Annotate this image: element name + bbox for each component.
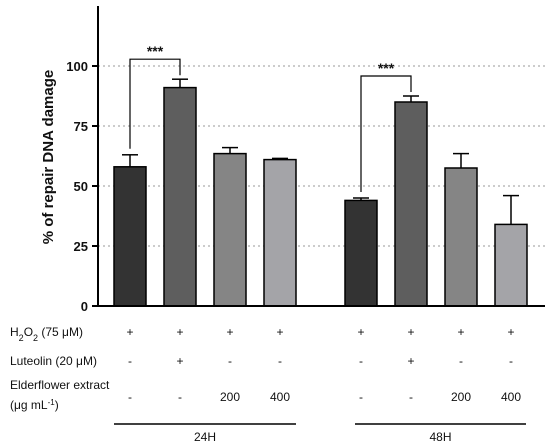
- condition-value: -: [128, 354, 132, 368]
- condition-value: +: [176, 354, 183, 368]
- condition-value: -: [359, 354, 363, 368]
- condition-value: -: [509, 354, 513, 368]
- condition-value: +: [226, 325, 233, 339]
- bar: [344, 199, 378, 307]
- error-bars-layer: [122, 78, 519, 225]
- condition-label-luteolin: Luteolin (20 μM): [10, 354, 97, 368]
- group-label: 24H: [194, 430, 216, 444]
- significance-label: ***: [147, 43, 164, 59]
- condition-value: +: [457, 325, 464, 339]
- y-tick-label: 50: [74, 179, 88, 194]
- bar: [263, 158, 297, 307]
- condition-value: +: [276, 325, 283, 339]
- group-label: 48H: [429, 430, 451, 444]
- y-tick-label: 0: [81, 299, 88, 314]
- significance-label: ***: [378, 60, 395, 76]
- conditions-table: H2O2 (75 μM) Luteolin (20 μM) Elderflower …: [10, 325, 526, 444]
- bar: [113, 166, 147, 307]
- y-tick-label: 100: [66, 59, 88, 74]
- condition-value: +: [407, 325, 414, 339]
- condition-value: +: [176, 325, 183, 339]
- condition-value: -: [128, 390, 132, 404]
- significance-bracket: [129, 58, 181, 149]
- bar: [394, 101, 428, 307]
- condition-value: 200: [451, 390, 471, 404]
- condition-value: -: [228, 354, 232, 368]
- bar: [163, 86, 197, 307]
- condition-value: -: [278, 354, 282, 368]
- condition-value: -: [409, 390, 413, 404]
- significance-bracket: [360, 75, 412, 192]
- y-tick-label: 75: [74, 119, 88, 134]
- y-axis-label: % of repair DNA damage: [40, 70, 57, 245]
- bar: [444, 167, 478, 307]
- bar: [494, 223, 528, 307]
- condition-value: -: [459, 354, 463, 368]
- condition-value: +: [507, 325, 514, 339]
- condition-value: -: [359, 390, 363, 404]
- condition-label-unit: (μg mL-1): [10, 398, 59, 413]
- condition-value: +: [126, 325, 133, 339]
- condition-label-elderflower: Elderflower extract: [10, 378, 110, 392]
- condition-value: 400: [270, 390, 290, 404]
- axes-layer: 0 25 50 75 100: [66, 6, 545, 314]
- condition-value: -: [178, 390, 182, 404]
- condition-value: +: [357, 325, 364, 339]
- condition-value: +: [407, 354, 414, 368]
- bars-layer: [113, 86, 528, 307]
- y-tick-label: 25: [74, 239, 88, 254]
- condition-value: 400: [501, 390, 521, 404]
- condition-value: 200: [220, 390, 240, 404]
- bar: [213, 152, 247, 307]
- significance-layer: *** ***: [129, 43, 412, 192]
- condition-label-h2o2: H2O2 (75 μM): [10, 325, 83, 343]
